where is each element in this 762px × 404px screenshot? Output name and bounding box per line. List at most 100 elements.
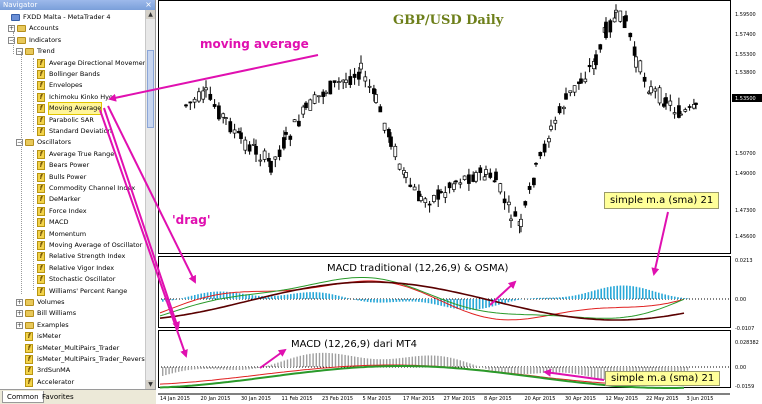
osma-bar — [469, 299, 471, 310]
macd-histogram-bar — [283, 360, 285, 367]
tree-item[interactable]: + Accounts — [0, 23, 146, 34]
tree-item[interactable]: f Commodity Channel Index — [0, 183, 146, 194]
tree-item[interactable]: f Bears Power — [0, 160, 146, 171]
candle-body — [284, 132, 288, 135]
tab-favorites[interactable]: Favorites — [42, 393, 74, 401]
osma-bar — [658, 292, 660, 299]
tree-item[interactable]: f Moving Average of Oscillator — [0, 240, 146, 251]
candle-body — [419, 196, 423, 201]
macd-histogram-bar — [530, 367, 532, 374]
macd-histogram-bar — [408, 357, 410, 367]
scroll-up-icon[interactable]: ▲ — [146, 10, 155, 19]
osma-bar — [562, 297, 564, 299]
macd-histogram-bar — [187, 367, 189, 371]
tree-item[interactable]: − Indicators — [0, 35, 146, 46]
candle-body — [357, 71, 361, 80]
osma-bar — [162, 299, 164, 302]
tree-item[interactable]: − Oscillators — [0, 137, 146, 148]
macd-histogram-bar — [517, 367, 519, 375]
candle-body — [359, 62, 363, 70]
price-tick-label: 1.53800 — [735, 70, 756, 76]
tree-item[interactable]: FXDD Malta - MetaTrader 4 — [0, 12, 146, 23]
osma-bar — [552, 297, 554, 299]
macd-histogram-bar — [485, 367, 487, 369]
expand-icon[interactable]: + — [16, 310, 23, 318]
tree-item[interactable]: f Momentum — [0, 229, 146, 240]
candle-body — [587, 65, 592, 68]
tree-item[interactable]: f 3rdSunMA — [0, 365, 146, 376]
tree-item[interactable]: f isMeter — [0, 331, 146, 342]
candle-body — [467, 174, 471, 184]
candle-body — [243, 139, 248, 151]
tree-item[interactable]: f Relative Strength Index — [0, 251, 146, 262]
tree-item[interactable]: f Average True Range — [0, 149, 146, 160]
osma-tick-label: 0.0213 — [735, 258, 753, 264]
tree-item[interactable]: f Bulls Power — [0, 172, 146, 183]
tree-item[interactable]: f Force Index — [0, 206, 146, 217]
tree-guide-line — [33, 58, 34, 132]
tree-item[interactable]: f Envelopes — [0, 80, 146, 91]
collapse-icon[interactable]: − — [16, 48, 23, 56]
tab-common[interactable]: Common — [2, 391, 44, 403]
candle-body — [292, 119, 297, 123]
tree-item[interactable]: f Stochastic Oscillator — [0, 274, 146, 285]
candle-body — [634, 56, 638, 68]
tree-item[interactable]: + Examples — [0, 320, 146, 331]
osma-bar — [549, 297, 551, 299]
tree-item-label: 3rdSunMA — [37, 366, 71, 375]
macd-histogram-bar — [571, 367, 573, 374]
tree-item-label: Oscillators — [37, 138, 72, 147]
expand-icon[interactable]: + — [16, 321, 23, 329]
macd-histogram-bar — [549, 367, 551, 373]
expand-icon[interactable]: + — [16, 299, 23, 306]
collapse-icon[interactable]: − — [8, 36, 15, 44]
osma-bar — [165, 299, 167, 302]
macd-histogram-bar — [296, 356, 298, 367]
tree-item[interactable]: f Moving Average — [0, 102, 146, 116]
tree-item-label: Accounts — [29, 24, 59, 33]
navigator-scrollbar[interactable]: ▲ ▼ — [145, 10, 155, 389]
tree-item[interactable]: − Trend — [0, 46, 146, 57]
osma-bar — [309, 292, 311, 299]
chart-canvas[interactable]: 1.595001.574001.553001.538001.524001.507… — [158, 0, 762, 404]
osma-bar — [430, 299, 433, 304]
tree-item[interactable]: f Bollinger Bands — [0, 69, 146, 80]
tree-item[interactable]: f isMeter_MultiPairs_Trader — [0, 343, 146, 354]
collapse-icon[interactable]: − — [16, 139, 23, 147]
tree-item[interactable]: + Volumes — [0, 297, 146, 308]
tree-item[interactable]: f Ichimoku Kinko Hyo — [0, 92, 146, 103]
tree-item[interactable]: f DeMarker — [0, 194, 146, 205]
indicator-icon: f — [37, 252, 45, 262]
scroll-down-icon[interactable]: ▼ — [146, 380, 155, 389]
candle-body — [488, 172, 493, 178]
tree-item[interactable]: f Parabolic SAR — [0, 115, 146, 126]
close-icon[interactable]: × — [145, 0, 152, 9]
expand-icon[interactable]: + — [8, 25, 15, 33]
macd-histogram-bar — [350, 356, 353, 367]
macd-histogram-bar — [258, 367, 260, 368]
tree-item[interactable]: f Relative Vigor Index — [0, 263, 146, 274]
tree-item[interactable]: f isMeter_MultiPairs_Trader_Reverse — [0, 354, 146, 365]
indicator-icon: f — [37, 172, 45, 182]
tree-item[interactable]: f MACD — [0, 217, 146, 228]
macd-histogram-bar — [210, 367, 212, 370]
macd-tick-label: 0.00 — [735, 365, 746, 371]
date-tick-label: 14 Jan 2015 — [160, 396, 190, 402]
candle-body — [557, 106, 562, 114]
osma-bar — [395, 299, 398, 302]
macd-histogram-bar — [453, 358, 455, 367]
candle-body — [542, 143, 547, 153]
macd-histogram-bar — [194, 367, 196, 370]
macd-histogram-bar — [181, 367, 183, 372]
candle-body — [232, 129, 237, 134]
scroll-thumb[interactable] — [147, 50, 154, 128]
tree-item[interactable]: + Bill Williams — [0, 308, 146, 319]
tree-item[interactable]: f Standard Deviation — [0, 126, 146, 137]
macd-histogram-bar — [286, 359, 289, 367]
tree-item[interactable]: f Average Directional Movement Index — [0, 58, 146, 69]
macd-histogram-bar — [386, 359, 388, 367]
tree-item[interactable]: f Williams' Percent Range — [0, 286, 146, 297]
tree-item-label: Stochastic Oscillator — [49, 275, 116, 284]
macd-histogram-bar — [504, 367, 506, 374]
tree-item[interactable]: f Accelerator — [0, 377, 146, 388]
